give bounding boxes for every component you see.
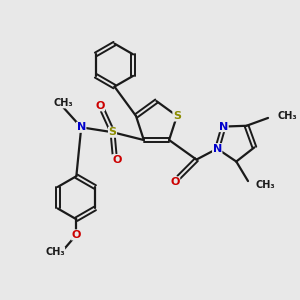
Text: O: O: [170, 177, 180, 187]
Text: O: O: [113, 154, 122, 165]
Text: CH₃: CH₃: [54, 98, 74, 108]
Text: CH₃: CH₃: [45, 248, 64, 257]
Text: O: O: [95, 101, 104, 111]
Text: S: S: [109, 127, 116, 137]
Text: N: N: [219, 122, 228, 132]
Text: N: N: [213, 144, 222, 154]
Text: CH₃: CH₃: [278, 111, 297, 121]
Text: CH₃: CH₃: [256, 180, 275, 190]
Text: N: N: [76, 122, 86, 132]
Text: O: O: [72, 230, 81, 240]
Text: S: S: [173, 111, 181, 121]
